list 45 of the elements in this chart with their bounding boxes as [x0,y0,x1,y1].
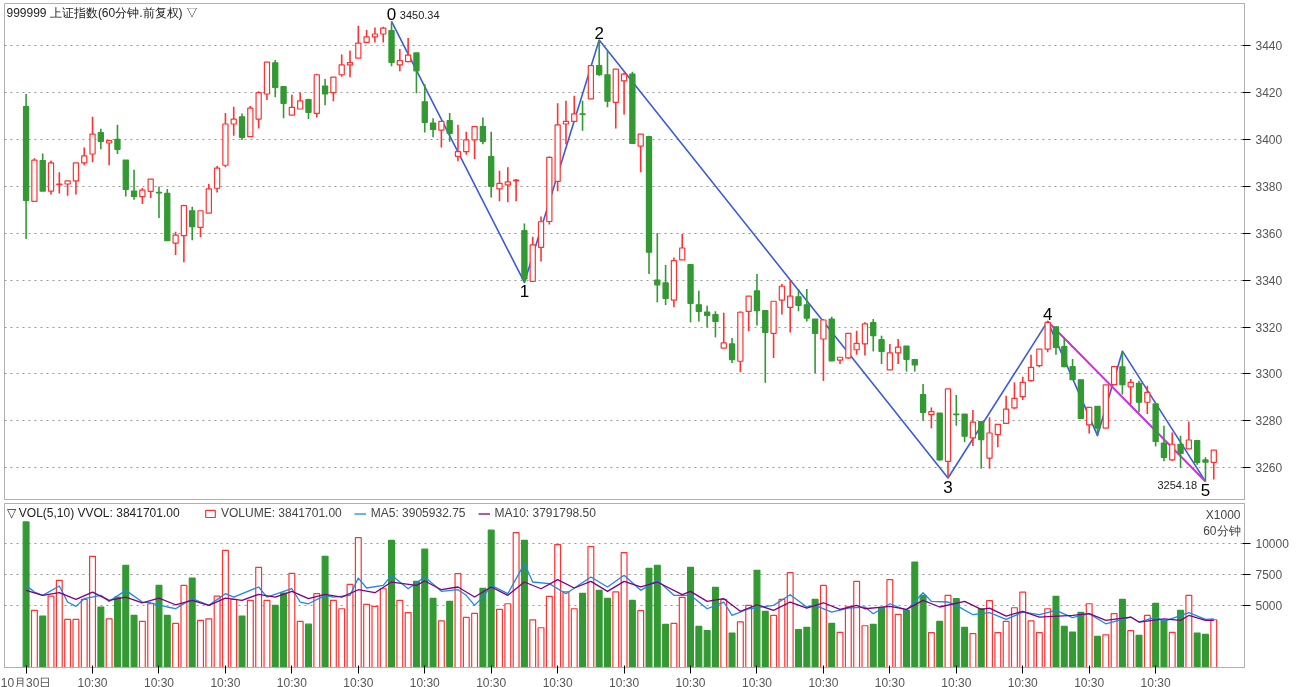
y-tick-label: 7500 [1255,567,1283,582]
annotation: 3254.18 [1157,479,1198,492]
annotation: 60分钟 [1203,523,1241,538]
chart-title: ▽ VOL(5,10) VVOL: 3841701.00 [6,505,180,520]
x-tick-label: 10:30 [808,675,839,687]
x-tick-label: 10:30 [874,675,906,687]
legend-label: MA10: 3791798.50 [494,506,596,520]
x-tick-label: 10:30 [409,675,441,687]
x-tick-label: 10:30 [276,675,308,687]
x-tick-label: 10:30 [675,675,706,687]
x-tick-label: 10:30 [476,675,507,687]
y-tick-label: 3400 [1255,132,1283,147]
x-tick-label: 10:30 [210,675,241,687]
legend-label: VOLUME: 3841701.00 [221,506,342,520]
y-tick-label: 3360 [1255,226,1283,241]
y-tick-label: 3420 [1255,86,1283,101]
legend-label: MA5: 3905932.75 [370,506,466,520]
annotation: 2 [594,24,604,44]
annotation: 3 [943,477,953,497]
x-tick-label: 10:30 [609,675,640,687]
y-tick-label: 3380 [1255,179,1283,194]
annotation: 4 [1042,305,1053,325]
y-tick-label: 3320 [1255,320,1283,335]
annotation: 1 [519,282,530,302]
y-tick-label: 5000 [1255,598,1283,613]
y-tick-label: 3340 [1255,273,1283,288]
x-tick-label: 10:30 [143,675,175,687]
x-tick-label: 10:30 [741,675,773,687]
x-tick-label: 10:30 [542,675,573,687]
y-tick-label: 3440 [1255,39,1283,54]
x-tick-label: 10:30 [941,675,972,687]
y-tick-label: 3260 [1255,461,1283,476]
y-tick-label: 10000 [1255,536,1290,551]
x-tick-label: 10:30 [1140,675,1171,687]
x-tick-label: 10:30 [1074,675,1105,687]
annotation: X1000 [1205,507,1241,522]
x-tick-label: 10:30 [343,675,374,687]
chart-title: 999999 上证指数(60分钟.前复权) ▽ [6,5,198,20]
annotation: 3450.34 [399,9,440,22]
y-tick-label: 3280 [1255,414,1283,429]
y-tick-label: 3300 [1255,367,1283,382]
annotation: 0 [386,5,397,25]
x-tick-label: 10:30 [77,675,108,687]
x-tick-label: 10:30 [1007,675,1039,687]
annotation: 5 [1200,481,1211,501]
